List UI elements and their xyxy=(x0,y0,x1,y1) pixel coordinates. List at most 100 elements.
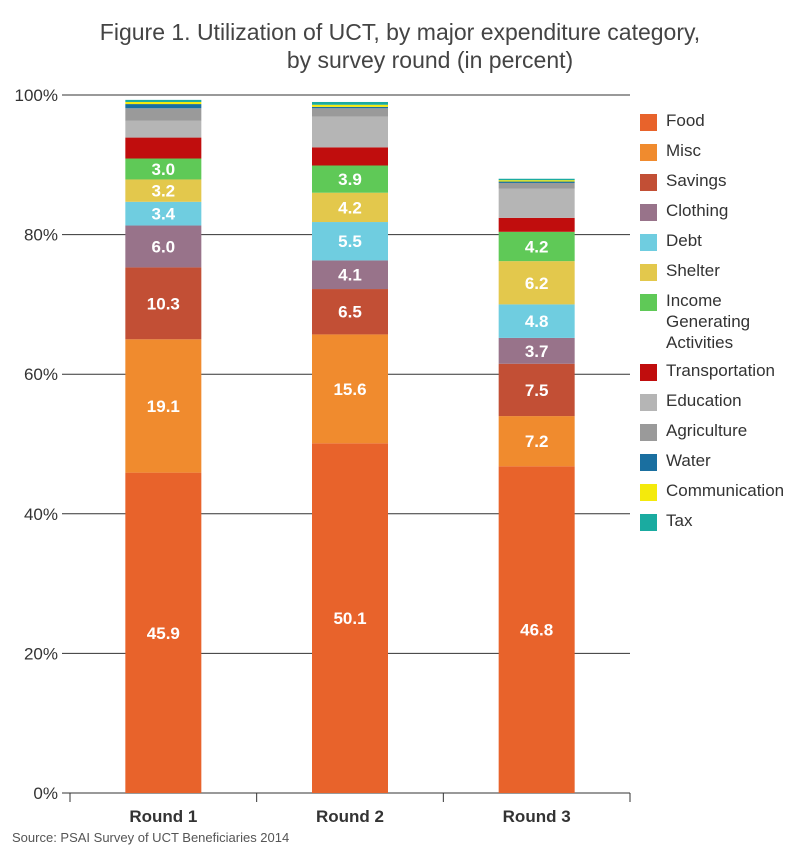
legend-swatch xyxy=(640,454,657,471)
legend-item: Water xyxy=(640,450,800,480)
bar-segment xyxy=(125,339,202,473)
legend-item: Shelter xyxy=(640,260,800,290)
bar-segment xyxy=(498,188,575,218)
legend-swatch xyxy=(640,174,657,191)
bar-data-label: 6.2 xyxy=(525,274,549,293)
bar-data-label: 6.0 xyxy=(152,237,176,256)
bar-segment xyxy=(312,443,388,793)
legend-label: Agriculture xyxy=(666,421,748,440)
bar-segment xyxy=(312,165,388,193)
x-category-label: Round 1 xyxy=(129,807,197,826)
y-tick-label: 20% xyxy=(24,644,58,663)
bar-data-label: 3.4 xyxy=(152,205,176,224)
bar-data-label: 3.0 xyxy=(152,160,176,179)
bar-segment xyxy=(312,192,388,223)
chart-legend: Food Misc Savings Clothing Debt Shelter Income… xyxy=(640,110,800,540)
y-tick-label: 60% xyxy=(24,365,58,384)
bar-data-label: 4.2 xyxy=(338,198,362,217)
legend-label: Communication xyxy=(666,481,785,500)
chart-title-line2: by survey round (in percent) xyxy=(286,47,574,73)
legend-item: Communication xyxy=(640,480,800,510)
legend-label: Income Generating Activities xyxy=(666,291,751,352)
bar-data-label: 45.9 xyxy=(147,624,180,643)
bar-data-label: 4.1 xyxy=(338,266,362,285)
bar-data-label: 7.2 xyxy=(525,432,549,451)
bar-segment xyxy=(312,101,388,105)
bar-segment xyxy=(125,267,202,340)
bar-data-label: 4.8 xyxy=(525,312,549,331)
bar-segment xyxy=(125,120,202,138)
bar-segment xyxy=(498,261,575,305)
bar-segment xyxy=(498,304,575,338)
bar-data-label: 46.8 xyxy=(520,621,553,640)
bar-segment xyxy=(312,260,388,290)
x-category-label: Round 3 xyxy=(503,807,571,826)
legend-label: Education xyxy=(666,391,742,410)
bar-segment xyxy=(312,106,388,109)
bar-segment xyxy=(498,337,575,364)
legend-item: Food xyxy=(640,110,800,140)
legend-swatch xyxy=(640,204,657,221)
bar-segment xyxy=(498,178,575,181)
legend-item: Income Generating Activities xyxy=(640,290,800,360)
bar-segment xyxy=(498,363,575,417)
legend-item: Misc xyxy=(640,140,800,170)
legend-label: Misc xyxy=(666,141,701,160)
bar-segment xyxy=(125,225,202,268)
bar-segment xyxy=(125,101,202,105)
bar-data-label: 3.7 xyxy=(525,342,549,361)
bar-segment xyxy=(125,158,202,180)
bar-segment xyxy=(498,182,575,189)
bar-data-label: 3.2 xyxy=(152,182,176,201)
bar-segment xyxy=(312,289,388,335)
legend-label: Clothing xyxy=(666,201,729,220)
chart-title-line1: Figure 1. Utilization of UCT, by major e… xyxy=(99,19,701,45)
bar-segment xyxy=(498,231,575,262)
legend-item: Tax xyxy=(640,510,800,540)
legend-item: Savings xyxy=(640,170,800,200)
bar-segment xyxy=(498,180,575,182)
bar-segment xyxy=(498,416,575,467)
bar-data-label: 7.5 xyxy=(525,381,549,400)
legend-label: Shelter xyxy=(666,261,720,280)
bar-segment xyxy=(125,179,202,202)
y-tick-label: 40% xyxy=(24,505,58,524)
legend-swatch xyxy=(640,394,657,411)
x-category-label: Round 2 xyxy=(316,807,384,826)
legend-swatch xyxy=(640,364,657,381)
legend-swatch xyxy=(640,484,657,501)
legend-item: Debt xyxy=(640,230,800,260)
bar-segment xyxy=(498,466,575,793)
legend-label: Water xyxy=(666,451,711,470)
bar-segment xyxy=(125,108,202,121)
y-tick-label: 100% xyxy=(15,86,58,105)
legend-swatch xyxy=(640,294,657,311)
y-tick-label: 80% xyxy=(24,226,58,245)
source-note: Source: PSAI Survey of UCT Beneficiaries… xyxy=(12,830,290,845)
legend-label: Transportation xyxy=(666,361,775,380)
legend-swatch xyxy=(640,144,657,161)
legend-label: Debt xyxy=(666,231,702,250)
bar-data-label: 5.5 xyxy=(338,232,362,251)
legend-swatch xyxy=(640,264,657,281)
legend-label: Savings xyxy=(666,171,727,190)
legend-swatch xyxy=(640,424,657,441)
bar-data-label: 19.1 xyxy=(147,397,180,416)
bar-data-label: 6.5 xyxy=(338,303,362,322)
bar-segment xyxy=(125,104,202,109)
bar-data-label: 50.1 xyxy=(333,609,366,628)
bar-segment xyxy=(125,137,202,159)
bar-segment xyxy=(312,147,388,166)
legend-item: Clothing xyxy=(640,200,800,230)
bar-segment xyxy=(312,222,388,261)
legend-swatch xyxy=(640,234,657,251)
y-tick-label: 0% xyxy=(33,784,58,803)
bar-data-label: 15.6 xyxy=(333,380,366,399)
bar-data-label: 4.2 xyxy=(525,237,549,256)
chart-title: Figure 1. Utilization of UCT, by major e… xyxy=(0,18,800,74)
bar-segment xyxy=(312,334,388,444)
legend-item: Agriculture xyxy=(640,420,800,450)
legend-label: Food xyxy=(666,111,705,130)
bar-segment xyxy=(125,472,202,793)
